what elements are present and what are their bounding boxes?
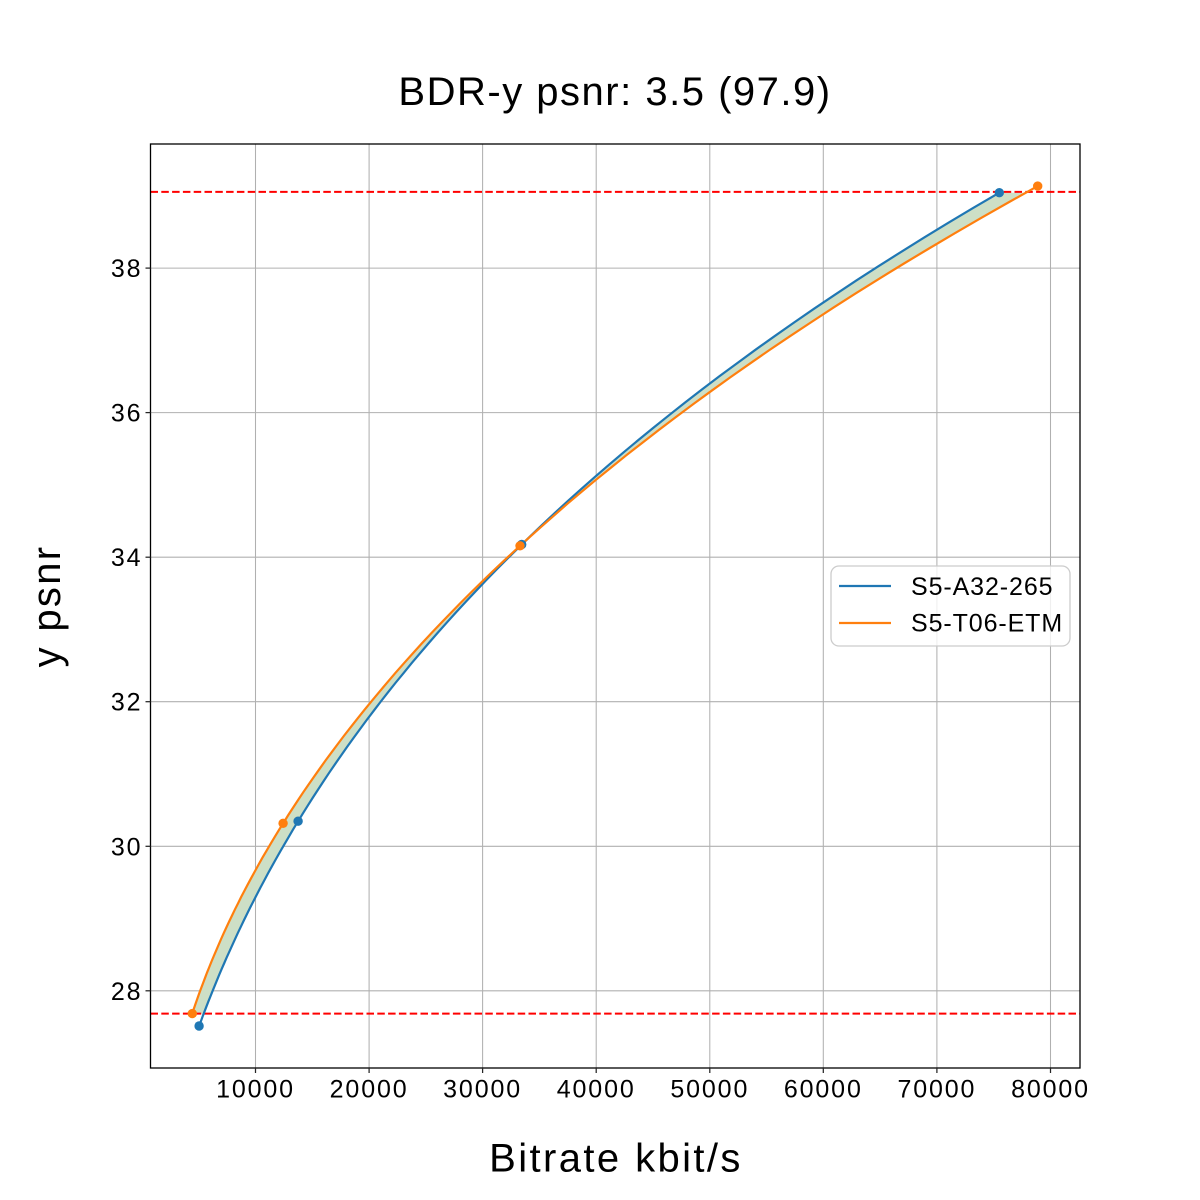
svg-text:20000: 20000 xyxy=(330,1075,409,1103)
svg-text:34: 34 xyxy=(111,544,143,572)
svg-text:70000: 70000 xyxy=(897,1075,976,1103)
svg-text:S5-A32-265: S5-A32-265 xyxy=(911,573,1053,601)
svg-text:80000: 80000 xyxy=(1011,1075,1090,1103)
svg-text:36: 36 xyxy=(111,400,143,428)
svg-text:28: 28 xyxy=(111,978,143,1006)
svg-text:Bitrate kbit/s: Bitrate kbit/s xyxy=(489,1137,743,1181)
svg-text:30: 30 xyxy=(111,833,143,861)
svg-text:32: 32 xyxy=(111,689,143,717)
svg-text:S5-T06-ETM: S5-T06-ETM xyxy=(911,610,1063,638)
svg-text:y psnr: y psnr xyxy=(25,545,69,668)
svg-text:BDR-y psnr: 3.5 (97.9): BDR-y psnr: 3.5 (97.9) xyxy=(398,70,831,114)
svg-text:40000: 40000 xyxy=(557,1075,636,1103)
svg-text:10000: 10000 xyxy=(216,1075,295,1103)
svg-text:38: 38 xyxy=(111,255,143,283)
svg-text:30000: 30000 xyxy=(443,1075,522,1103)
svg-text:60000: 60000 xyxy=(784,1075,863,1103)
svg-text:50000: 50000 xyxy=(670,1075,749,1103)
